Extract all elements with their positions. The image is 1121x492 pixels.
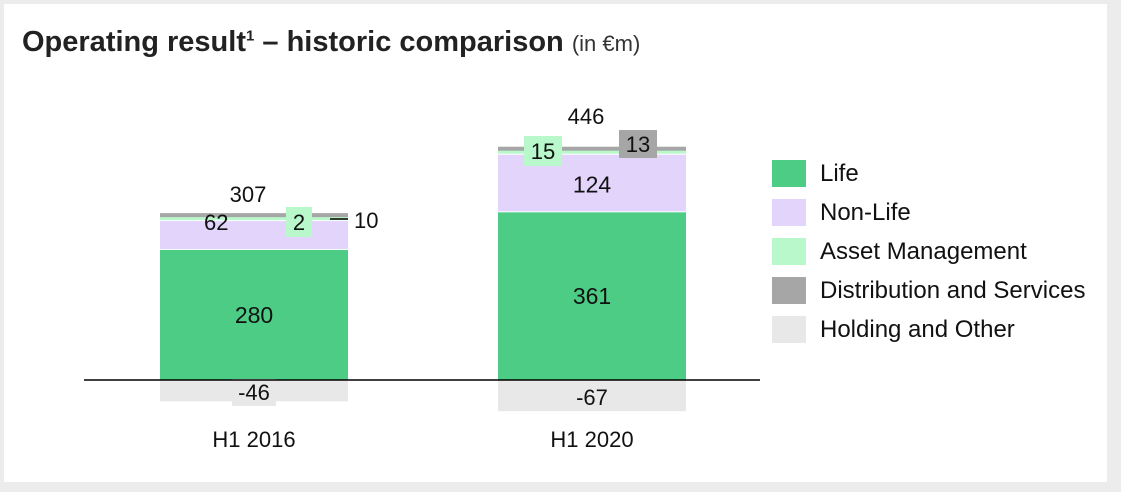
stacked-bar-chart: 280 H1 2016 62 2 10 307 -46 361 H1 2020 124 15 13 44… [84,104,760,452]
category-label: H1 2016 [212,427,295,452]
legend-swatch [772,238,806,265]
category-label: H1 2020 [550,427,633,452]
data-label-asset-management: 2 [293,210,305,235]
legend-swatch [772,277,806,304]
data-label-life: 280 [235,302,273,328]
title-main: Operating result [22,26,246,58]
legend-label: Asset Management [820,237,1027,265]
bar-segment-non-life [160,221,348,249]
data-label-holding-and-other: -67 [576,385,608,410]
legend-label: Distribution and Services [820,276,1086,304]
data-label-holding-and-other: -46 [238,380,270,405]
chart-card: Operating result1 – historic comparison … [4,4,1107,482]
bar-segment-distribution-and-services [160,213,348,218]
bar-segment-asset-management [498,149,686,154]
bar-segment-holding-and-other [498,380,686,412]
legend-item-holding-and-other: Holding and Other [772,310,1085,349]
legend-label: Non-Life [820,198,911,226]
legend-swatch [772,316,806,343]
legend-item-asset-management: Asset Management [772,232,1085,271]
holding-label-box [232,379,276,406]
bar-segment-life [160,249,348,380]
bar-segment-distribution-and-services [498,146,686,151]
legend-item-non-life: Non-Life [772,193,1085,232]
chart-legend: Life Non-Life Asset Management Distribution… [772,154,1085,349]
bar-segment-life [498,212,686,380]
legend-item-distribution-and-services: Distribution and Services [772,271,1085,310]
data-label-distribution-and-services: 10 [354,208,378,233]
data-label-non-life: 124 [573,172,612,198]
asset-management-label-box [286,207,312,237]
data-label-asset-management: 15 [531,139,555,164]
asset-management-label-box [524,136,562,166]
distribution-label-box [619,130,657,158]
data-label-life: 361 [573,283,611,309]
legend-swatch [772,160,806,187]
legend-label: Life [820,159,859,187]
data-label-distribution-and-services: 13 [626,132,650,157]
title-footnote-marker: 1 [246,27,255,45]
data-label-total: 446 [568,104,605,129]
legend-swatch [772,199,806,226]
bar-segment-asset-management [160,216,348,221]
title-unit: (in €m) [571,31,641,56]
legend-item-life: Life [772,154,1085,193]
legend-label: Holding and Other [820,315,1015,343]
data-label-non-life: 62 [204,210,228,235]
title-rest: – historic comparison [254,26,564,58]
data-label-total: 307 [230,182,267,207]
chart-title: Operating result1 – historic comparison … [22,26,640,59]
